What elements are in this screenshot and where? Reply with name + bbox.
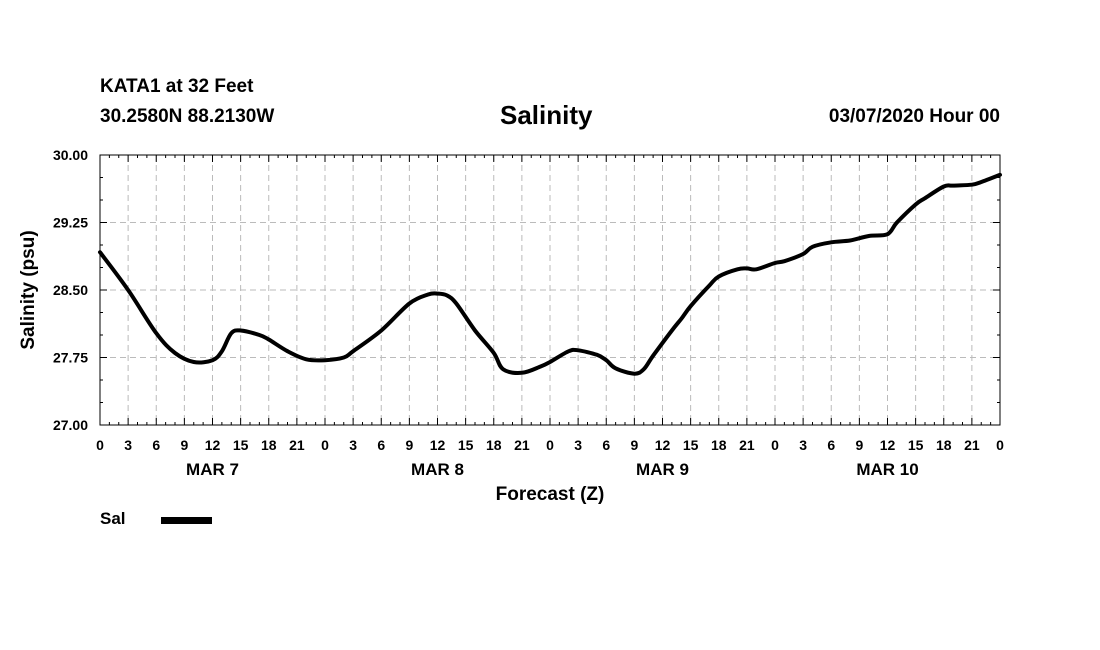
x-tick-label: 3 xyxy=(124,437,132,453)
y-tick-label: 29.25 xyxy=(53,215,88,231)
x-tick-label: 6 xyxy=(377,437,385,453)
grid xyxy=(100,155,1000,425)
x-tick-label: 21 xyxy=(514,437,530,453)
x-tick-label: 9 xyxy=(405,437,413,453)
x-tick-label: 12 xyxy=(430,437,446,453)
x-tick-label: 15 xyxy=(683,437,699,453)
x-tick-label: 15 xyxy=(908,437,924,453)
x-tick-label: 6 xyxy=(602,437,610,453)
x-tick-label: 6 xyxy=(827,437,835,453)
x-tick-label: 6 xyxy=(152,437,160,453)
x-tick-label: 15 xyxy=(233,437,249,453)
y-axis-label: Salinity (psu) xyxy=(18,230,39,349)
day-label: MAR 9 xyxy=(636,460,689,479)
x-tick-label: 3 xyxy=(349,437,357,453)
x-tick-label: 15 xyxy=(458,437,474,453)
x-tick-label: 21 xyxy=(289,437,305,453)
legend-swatch xyxy=(161,517,212,524)
x-tick-label: 12 xyxy=(655,437,671,453)
legend-label: Sal xyxy=(100,509,126,528)
series-line-sal xyxy=(98,172,1002,376)
station-coordinates: 30.2580N 88.2130W xyxy=(100,106,275,127)
x-tick-label: 12 xyxy=(880,437,896,453)
x-tick-label: 9 xyxy=(855,437,863,453)
axis-labels: 0 3 6 9 12 15 18 21 0 3 6 9 12 15 18 21 0 3 6 9 12 15 18 21 0 3 6 9… xyxy=(53,147,1004,479)
x-tick-label: 18 xyxy=(486,437,502,453)
axis-ticks xyxy=(99,154,1001,426)
x-tick-label: 18 xyxy=(261,437,277,453)
x-tick-label: 0 xyxy=(546,437,554,453)
y-tick-label: 30.00 xyxy=(53,147,88,163)
day-label: MAR 10 xyxy=(856,460,918,479)
x-tick-label: 3 xyxy=(574,437,582,453)
x-tick-label: 9 xyxy=(180,437,188,453)
x-tick-label: 12 xyxy=(205,437,221,453)
day-label: MAR 8 xyxy=(411,460,464,479)
chart-title: Salinity xyxy=(500,100,593,130)
x-tick-label: 21 xyxy=(964,437,980,453)
x-tick-label: 0 xyxy=(996,437,1004,453)
day-label: MAR 7 xyxy=(186,460,239,479)
x-axis-label: Forecast (Z) xyxy=(496,484,605,505)
x-tick-label: 0 xyxy=(771,437,779,453)
x-tick-label: 9 xyxy=(630,437,638,453)
x-tick-label: 0 xyxy=(96,437,104,453)
y-tick-label: 28.50 xyxy=(53,282,88,298)
x-tick-label: 21 xyxy=(739,437,755,453)
x-tick-label: 0 xyxy=(321,437,329,453)
station-label: KATA1 at 32 Feet xyxy=(100,76,254,97)
y-tick-label: 27.00 xyxy=(53,417,88,433)
forecast-datetime: 03/07/2020 Hour 00 xyxy=(828,106,1000,127)
y-tick-label: 27.75 xyxy=(53,350,88,366)
x-tick-label: 18 xyxy=(936,437,952,453)
x-tick-label: 18 xyxy=(711,437,727,453)
x-tick-label: 3 xyxy=(799,437,807,453)
